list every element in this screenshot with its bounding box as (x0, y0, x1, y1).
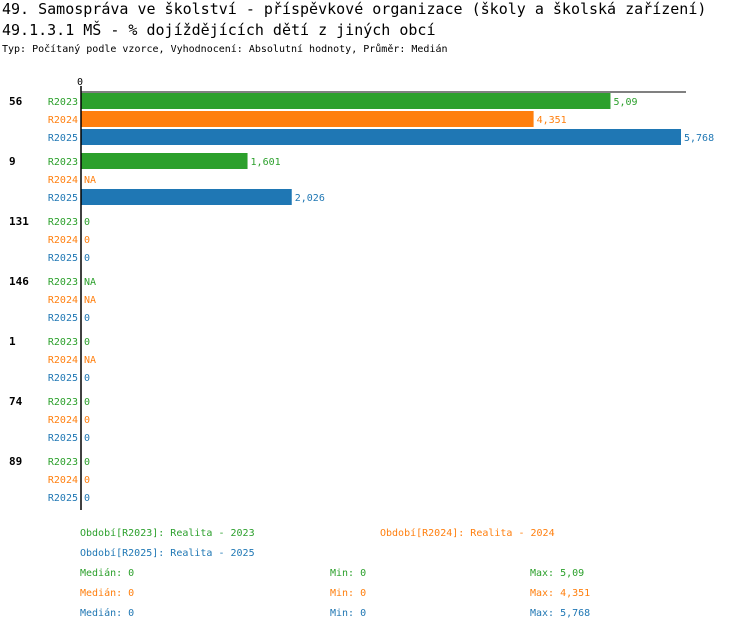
value-label: NA (84, 295, 96, 306)
legend-r2023: Období[R2023]: Realita - 2023 (80, 528, 255, 539)
value-label: NA (84, 175, 96, 186)
value-label: 4,351 (537, 115, 567, 126)
stat-max-r2023: Max: 5,09 (530, 568, 585, 579)
series-label: R2025 (48, 373, 78, 384)
group-label: 89 (9, 455, 22, 468)
series-label: R2024 (48, 175, 78, 186)
series-label: R2023 (48, 217, 78, 228)
value-label: 0 (84, 337, 90, 348)
value-label: 0 (84, 313, 90, 324)
value-label: 0 (84, 415, 90, 426)
value-label: 5,09 (613, 97, 637, 108)
series-label: R2025 (48, 313, 78, 324)
series-label: R2025 (48, 433, 78, 444)
value-label: 0 (84, 373, 90, 384)
stat-median-r2023: Medián: 0 (80, 568, 135, 579)
group-label: 9 (9, 155, 16, 168)
stat-min-r2023: Min: 0 (330, 568, 367, 579)
group-label: 131 (9, 215, 29, 228)
group-label: 146 (9, 275, 29, 288)
stat-median-r2024: Medián: 0 (80, 588, 135, 599)
value-label: 2,026 (295, 193, 325, 204)
value-label: NA (84, 277, 96, 288)
value-label: 0 (84, 457, 90, 468)
value-label: 1,601 (251, 157, 281, 168)
stat-median-r2025: Medián: 0 (80, 608, 135, 619)
value-label: 0 (84, 253, 90, 264)
series-label: R2025 (48, 253, 78, 264)
group-label: 56 (9, 95, 23, 108)
chart-subtitle-indicator: 49.1.3.1 MŠ - % dojíždějících dětí z jin… (2, 21, 436, 39)
value-label: 0 (84, 217, 90, 228)
stat-max-r2024: Max: 4,351 (530, 588, 591, 599)
axis-zero-label: 0 (77, 77, 83, 88)
series-label: R2024 (48, 115, 78, 126)
bar-r2023 (81, 93, 611, 109)
series-label: R2024 (48, 295, 78, 306)
series-label: R2025 (48, 133, 78, 144)
chart-title: 49. Samospráva ve školství - příspěvkové… (2, 0, 707, 18)
bar-r2023 (81, 153, 248, 169)
series-label: R2023 (48, 397, 78, 408)
value-label: 0 (84, 475, 90, 486)
group-label: 1 (9, 335, 16, 348)
series-label: R2025 (48, 493, 78, 504)
series-label: R2023 (48, 457, 78, 468)
stat-max-r2025: Max: 5,768 (530, 608, 591, 619)
value-label: 5,768 (684, 133, 714, 144)
bar-r2024 (81, 111, 534, 127)
series-label: R2023 (48, 337, 78, 348)
series-label: R2024 (48, 235, 78, 246)
legend-r2025: Období[R2025]: Realita - 2025 (80, 548, 255, 559)
value-label: NA (84, 355, 96, 366)
value-label: 0 (84, 397, 90, 408)
bar-chart: 56 R2023 5,09 R2024 4,351 R2025 5,768 9 R2023 1,6… (9, 77, 714, 510)
value-label: 0 (84, 493, 90, 504)
stat-min-r2024: Min: 0 (330, 588, 367, 599)
series-label: R2024 (48, 475, 78, 486)
series-label: R2025 (48, 193, 78, 204)
series-label: R2023 (48, 157, 78, 168)
series-label: R2024 (48, 355, 78, 366)
series-label: R2023 (48, 97, 78, 108)
legend-r2024: Období[R2024]: Realita - 2024 (380, 528, 555, 539)
value-label: 0 (84, 235, 90, 246)
series-label: R2023 (48, 277, 78, 288)
bar-r2025 (81, 189, 292, 205)
value-label: 0 (84, 433, 90, 444)
chart-type-description: Typ: Počítaný podle vzorce, Vyhodnocení:… (2, 44, 448, 55)
series-label: R2024 (48, 415, 78, 426)
group-label: 74 (9, 395, 23, 408)
stat-min-r2025: Min: 0 (330, 608, 367, 619)
bar-r2025 (81, 129, 681, 145)
